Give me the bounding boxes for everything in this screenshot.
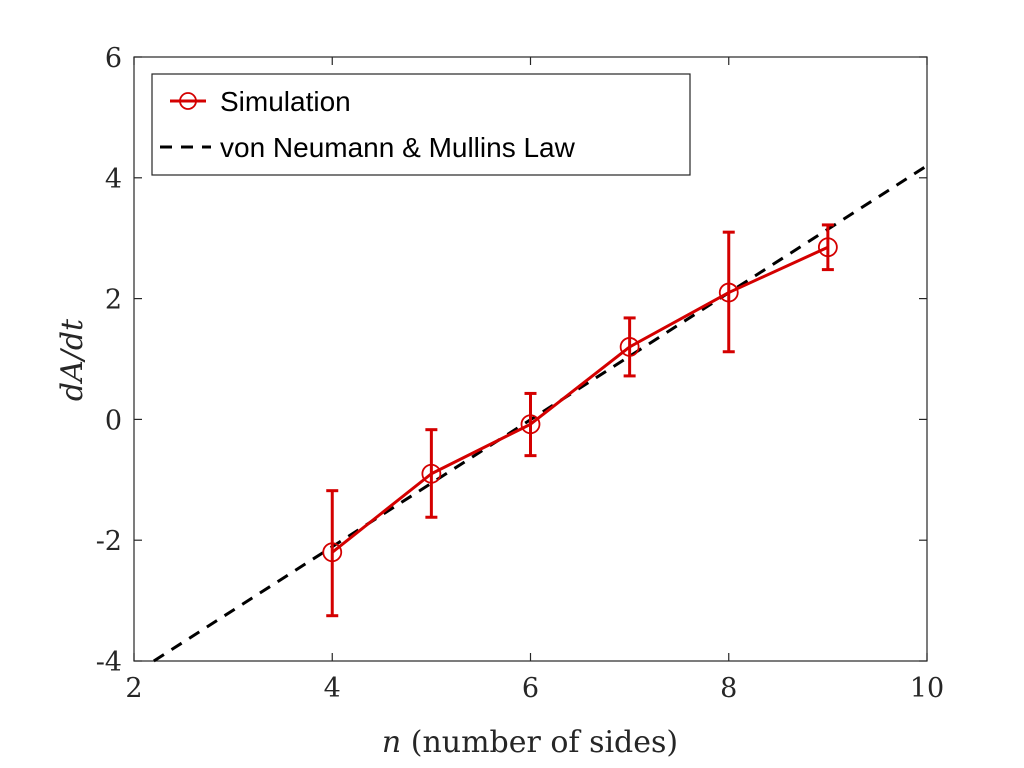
x-tick-label: 2 bbox=[125, 673, 142, 704]
data-point bbox=[718, 282, 739, 303]
tick-marks bbox=[133, 56, 928, 662]
x-tick-label: 6 bbox=[522, 673, 539, 704]
y-tick-label: 0 bbox=[105, 405, 122, 436]
legend-simulation-marker bbox=[179, 92, 197, 110]
data-point bbox=[520, 414, 541, 435]
simulation-line bbox=[331, 245, 829, 554]
y-tick-label: 4 bbox=[105, 164, 122, 195]
y-tick-label: -2 bbox=[96, 526, 122, 557]
legend-law-label: von Neumann & Mullins Law bbox=[220, 132, 576, 163]
x-axis-label-variable: n bbox=[382, 725, 401, 760]
x-tick-labels: 2 4 6 8 10 bbox=[125, 673, 944, 704]
x-tick-label: 8 bbox=[720, 673, 737, 704]
y-tick-label: 2 bbox=[105, 285, 122, 316]
data-point bbox=[817, 237, 838, 258]
data-point bbox=[421, 463, 442, 484]
legend-simulation-label: Simulation bbox=[220, 86, 351, 117]
legend-box bbox=[151, 73, 691, 176]
series-layer bbox=[153, 164, 928, 663]
data-point bbox=[619, 337, 640, 357]
x-tick-label: 10 bbox=[910, 673, 944, 704]
legend: Simulation von Neumann & Mullins Law bbox=[151, 73, 691, 176]
data-point bbox=[322, 542, 343, 563]
y-tick-label: -4 bbox=[96, 647, 122, 678]
x-tick-label: 4 bbox=[324, 673, 341, 704]
y-axis-label: dA/dt bbox=[55, 318, 90, 401]
y-tick-labels: -4 -2 0 2 4 6 bbox=[96, 43, 122, 678]
x-axis-label: n (number of sides) bbox=[382, 725, 678, 760]
y-tick-label: 6 bbox=[105, 43, 122, 74]
x-axis-label-text: (number of sides) bbox=[401, 725, 678, 760]
law-dashed-line bbox=[153, 164, 928, 663]
